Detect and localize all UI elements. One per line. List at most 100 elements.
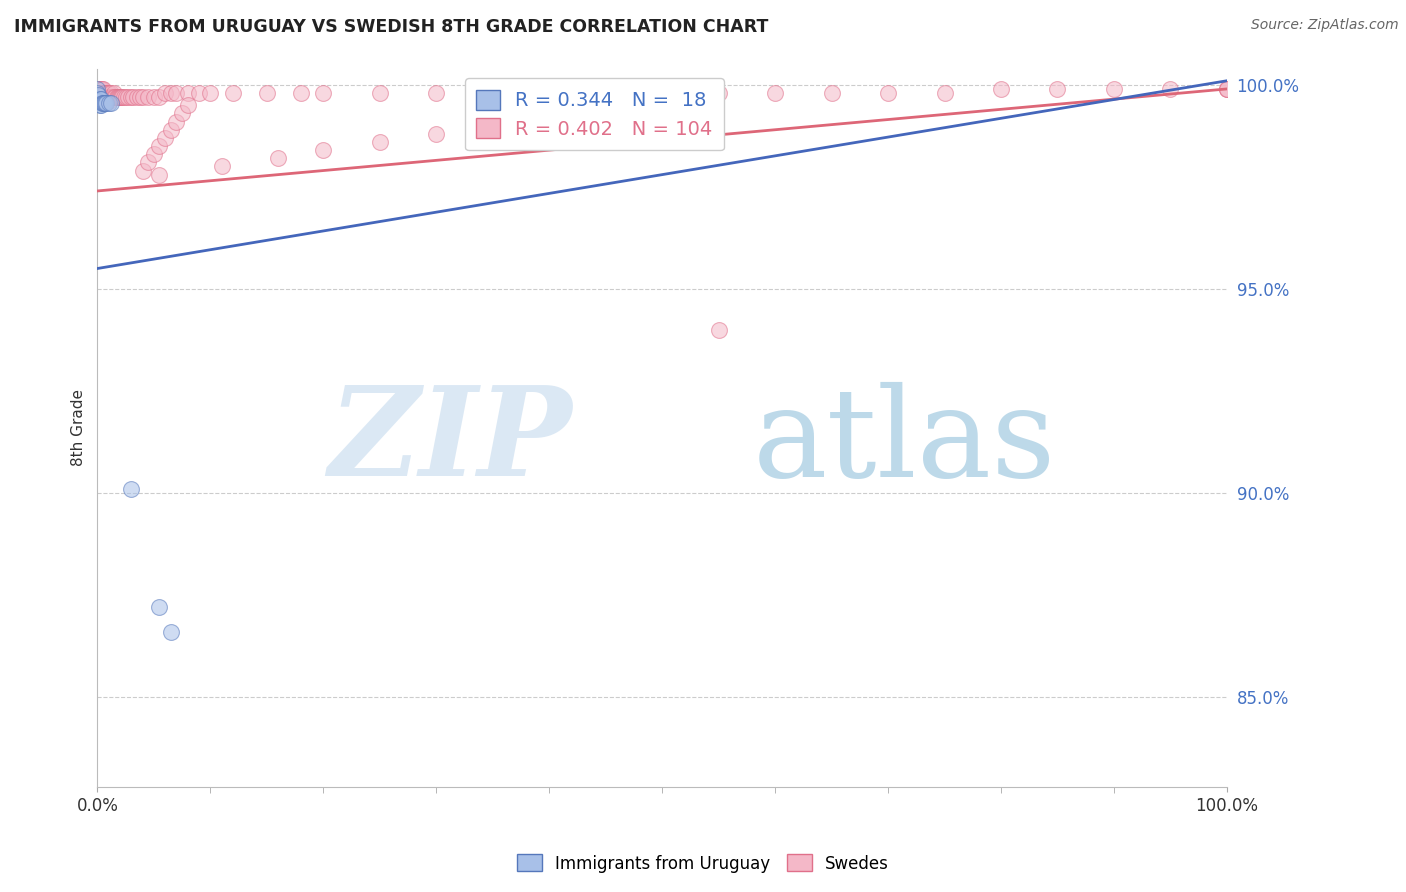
Point (96, 86, 118, 100)
Point (97, 86, 120, 100)
Point (97, 96, 120, 111)
Point (86, 90, 108, 104)
Point (90, 96, 112, 111)
Point (131, 90, 153, 104)
Point (312, 143, 335, 157)
Legend: R = 0.344   N =  18, R = 0.402   N = 104: R = 0.344 N = 18, R = 0.402 N = 104 (464, 78, 724, 151)
Point (595, 86, 617, 100)
Point (86, 82, 108, 96)
Point (188, 86, 211, 100)
Point (89, 92, 111, 106)
Point (153, 86, 176, 100)
Text: ZIP: ZIP (328, 381, 572, 503)
Point (312, 86, 335, 100)
Point (148, 168, 170, 182)
Y-axis label: 8th Grade: 8th Grade (72, 389, 86, 467)
Point (114, 90, 136, 104)
Point (108, 90, 131, 104)
Point (101, 90, 124, 104)
Text: atlas: atlas (752, 382, 1056, 502)
Point (538, 119, 561, 133)
Point (170, 106, 193, 120)
Point (131, 163, 153, 178)
Point (90, 82, 112, 96)
Point (153, 131, 176, 145)
Point (368, 135, 391, 149)
Point (96, 86, 118, 100)
Point (481, 122, 503, 136)
Point (1216, 82, 1239, 96)
Point (165, 114, 187, 128)
Point (1102, 82, 1125, 96)
Point (91, 96, 114, 111)
Point (89, 90, 111, 104)
Point (105, 90, 128, 104)
Point (91, 86, 114, 100)
Point (93, 86, 115, 100)
Point (990, 82, 1012, 96)
Point (707, 86, 730, 100)
Point (90, 82, 112, 96)
Point (177, 86, 200, 100)
Point (93, 96, 115, 111)
Point (538, 86, 561, 100)
Text: Source: ZipAtlas.com: Source: ZipAtlas.com (1251, 18, 1399, 32)
Point (93, 90, 115, 104)
Point (481, 86, 503, 100)
Point (94, 94, 117, 108)
Point (148, 139, 170, 153)
Point (100, 90, 122, 104)
Point (90, 90, 112, 104)
Point (125, 90, 148, 104)
Point (120, 90, 142, 104)
Point (120, 482, 142, 496)
Point (91, 82, 114, 96)
Point (107, 90, 129, 104)
Point (94, 96, 117, 111)
Point (100, 86, 122, 100)
Point (97, 94, 120, 108)
Point (89, 82, 111, 96)
Point (595, 114, 617, 128)
Point (256, 86, 278, 100)
Point (89, 98, 111, 112)
Point (820, 86, 842, 100)
Point (103, 90, 125, 104)
Point (763, 86, 786, 100)
Point (97, 90, 120, 104)
Point (200, 86, 222, 100)
Point (142, 90, 165, 104)
Point (87, 88, 110, 103)
Point (290, 86, 312, 100)
Point (877, 86, 900, 100)
Point (136, 155, 159, 169)
Point (707, 323, 730, 337)
Point (96, 96, 118, 111)
Point (159, 122, 181, 136)
Point (96, 90, 118, 104)
Point (90, 90, 112, 104)
Point (86, 86, 108, 100)
Point (90, 98, 112, 112)
Point (425, 86, 447, 100)
Point (101, 90, 124, 104)
Point (86, 84, 108, 98)
Point (108, 90, 131, 104)
Point (142, 147, 165, 161)
Point (87, 90, 110, 104)
Point (122, 90, 145, 104)
Text: IMMIGRANTS FROM URUGUAY VS SWEDISH 8TH GRADE CORRELATION CHART: IMMIGRANTS FROM URUGUAY VS SWEDISH 8TH G… (14, 18, 769, 36)
Point (1159, 82, 1181, 96)
Point (148, 600, 170, 615)
Point (114, 90, 136, 104)
Point (136, 90, 159, 104)
Point (267, 151, 290, 165)
Point (368, 86, 391, 100)
Point (110, 90, 132, 104)
Point (117, 90, 139, 104)
Point (177, 98, 200, 112)
Legend: Immigrants from Uruguay, Swedes: Immigrants from Uruguay, Swedes (510, 847, 896, 880)
Point (94, 90, 117, 104)
Point (159, 624, 181, 639)
Point (111, 90, 134, 104)
